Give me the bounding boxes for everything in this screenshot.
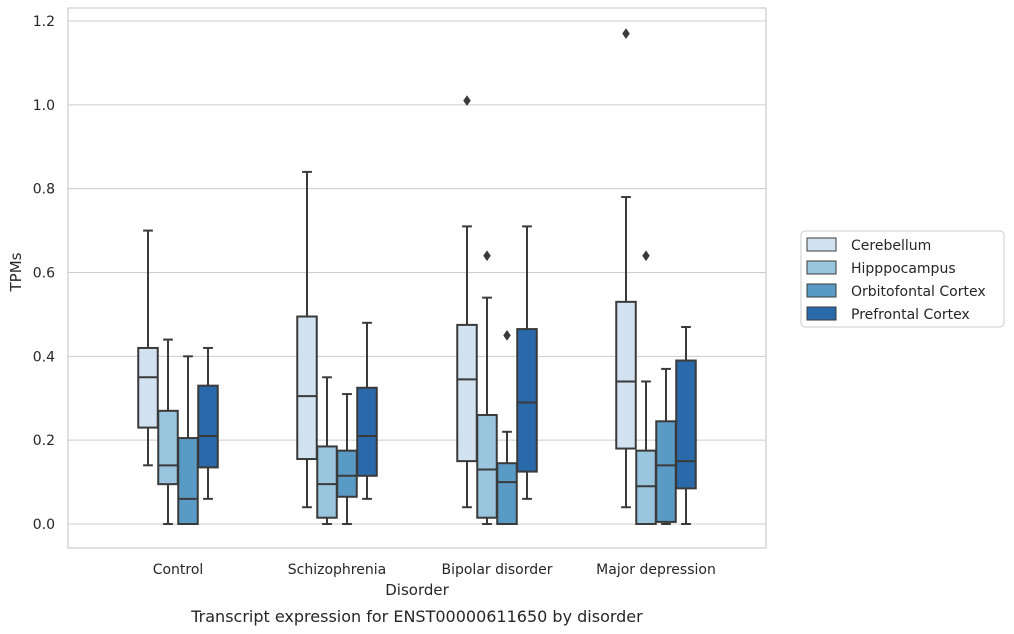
box bbox=[516, 328, 538, 473]
y-tick-label: 0.0 bbox=[33, 517, 55, 533]
outlier-point bbox=[483, 250, 491, 262]
legend-swatch bbox=[806, 306, 837, 321]
outlier-point bbox=[503, 329, 511, 341]
legend-entry: Prefrontal Cortex bbox=[851, 307, 970, 323]
legend: Cerebellum Hipppocampus Orbitofontal Corte… bbox=[800, 230, 1005, 328]
legend-frame bbox=[800, 230, 1005, 328]
box bbox=[496, 462, 518, 525]
box bbox=[635, 449, 657, 526]
legend-swatch bbox=[806, 237, 837, 252]
x-tick-label: Schizophrenia bbox=[288, 562, 386, 578]
box bbox=[296, 315, 318, 461]
y-tick-label: 0.4 bbox=[33, 349, 55, 365]
x-tick-label: Major depression bbox=[596, 562, 716, 578]
box bbox=[356, 386, 378, 477]
x-axis-label: Disorder bbox=[385, 581, 449, 599]
legend-entry: Cerebellum bbox=[851, 238, 931, 254]
box bbox=[157, 409, 179, 486]
legend-entry: Hipppocampus bbox=[851, 261, 956, 277]
y-tick-label: 1.0 bbox=[33, 98, 55, 114]
chart-caption: Transcript expression for ENST0000061165… bbox=[190, 607, 643, 626]
legend-swatch bbox=[806, 283, 837, 298]
y-axis-label: TPMs bbox=[7, 252, 25, 292]
outlier-point bbox=[642, 250, 650, 262]
box bbox=[675, 359, 697, 490]
y-tick-label: 1.2 bbox=[33, 14, 55, 30]
y-tick-label: 0.2 bbox=[33, 433, 55, 449]
box bbox=[336, 449, 358, 498]
y-tick-label: 0.6 bbox=[33, 266, 55, 282]
box bbox=[197, 384, 219, 469]
legend-entry: Orbitofontal Cortex bbox=[851, 284, 986, 300]
outlier-point bbox=[463, 95, 471, 107]
outlier-point bbox=[622, 28, 630, 40]
x-tick-label: Bipolar disorder bbox=[441, 562, 552, 578]
box bbox=[615, 300, 637, 450]
plot-border bbox=[67, 7, 767, 549]
box bbox=[316, 445, 338, 519]
x-tick-label: Control bbox=[153, 562, 204, 578]
y-tick-label: 0.8 bbox=[33, 182, 55, 198]
box bbox=[177, 437, 199, 525]
box bbox=[137, 346, 159, 429]
box bbox=[456, 323, 478, 463]
box bbox=[655, 420, 677, 523]
plot-area: 0.0 0.2 0.4 0.6 0.8 1.0 1.2 Control Schizophreni… bbox=[33, 7, 767, 578]
legend-swatch bbox=[806, 260, 837, 275]
box bbox=[476, 414, 498, 519]
